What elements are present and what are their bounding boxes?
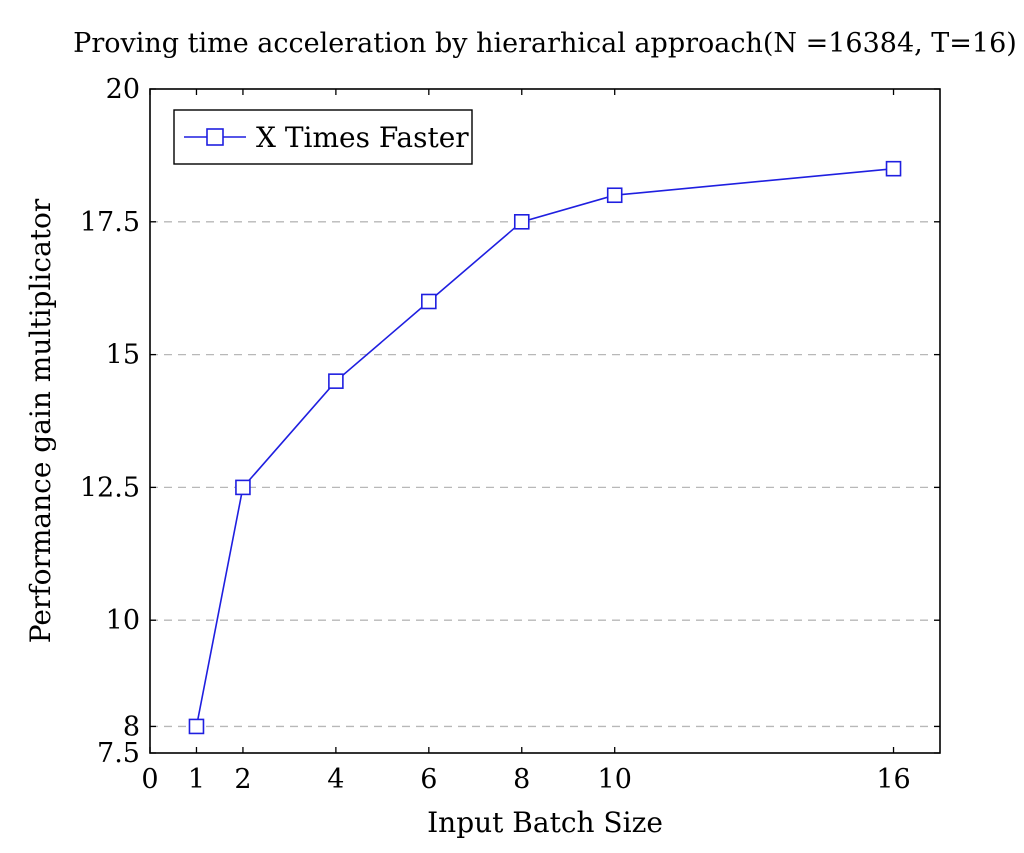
data-point-marker — [513, 214, 530, 230]
data-point-marker — [328, 373, 344, 389]
series-layer — [188, 160, 902, 735]
y-tick-label: 7.5 — [97, 738, 140, 769]
y-tick-label: 20 — [106, 74, 140, 105]
x-tick-label: 4 — [327, 764, 344, 795]
gridlines — [150, 221, 940, 728]
x-tick-label: 6 — [420, 764, 437, 795]
x-tick-label: 10 — [598, 764, 632, 795]
data-point-marker — [188, 718, 205, 735]
legend: X Times Faster — [173, 109, 473, 165]
series-line — [195, 167, 894, 727]
x-tick-label: 16 — [876, 764, 910, 795]
y-axis-label: Performance gain multiplicator — [24, 198, 57, 643]
plot-frame — [149, 88, 941, 754]
x-tick-label: 2 — [234, 764, 251, 795]
x-axis-label: Input Batch Size — [427, 806, 663, 839]
y-tick-label: 10 — [106, 605, 140, 636]
y-tick-label: 12.5 — [80, 472, 140, 503]
data-point-marker — [421, 293, 437, 310]
y-tick-label: 17.5 — [80, 207, 140, 238]
data-point-marker — [885, 160, 902, 177]
x-tick-label: 8 — [513, 764, 530, 795]
y-tick-label: 15 — [106, 340, 140, 371]
x-tick-label: 1 — [188, 764, 205, 795]
x-tick-label: 0 — [141, 764, 158, 795]
data-point-marker — [606, 187, 623, 204]
chart-title: Proving time acceleration by hierarhical… — [73, 28, 1017, 59]
y-tick-label: 8 — [123, 711, 140, 742]
legend-entry-label: X Times Faster — [256, 121, 469, 154]
legend-square-marker-icon — [206, 128, 224, 146]
data-point-marker — [235, 479, 251, 496]
